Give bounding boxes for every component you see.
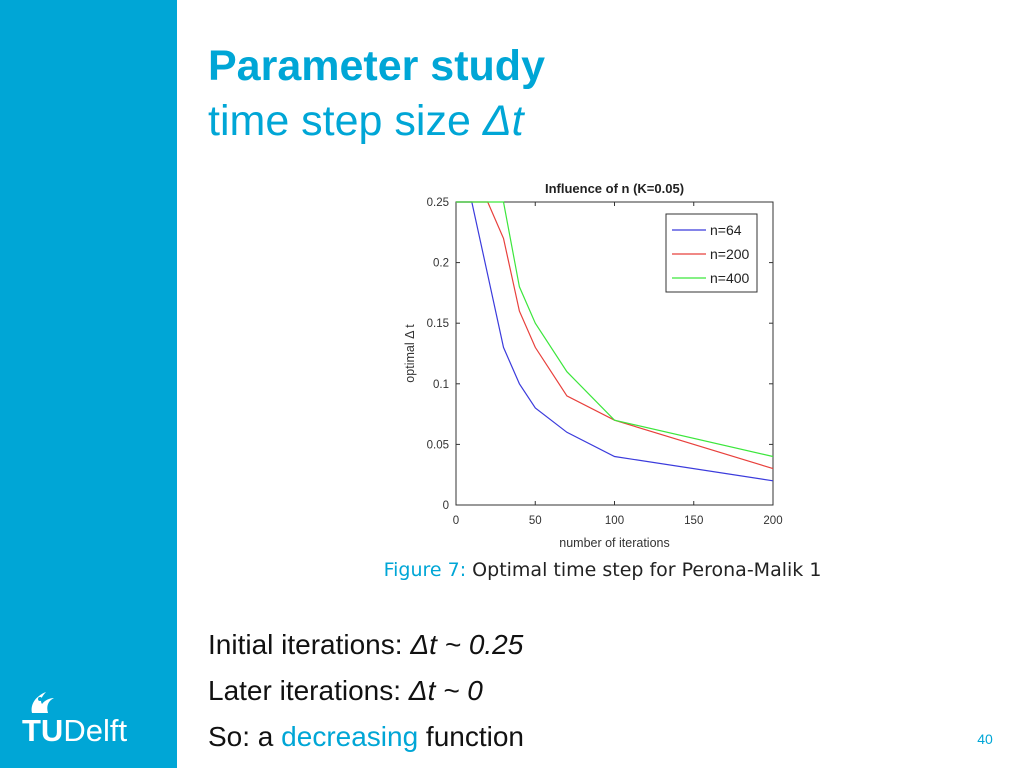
series-line-n64: [456, 201, 774, 482]
bullet-label: Later iterations:: [208, 675, 409, 706]
y-tick-label: 0.2: [433, 258, 449, 270]
legend-box: [665, 213, 758, 293]
y-tick-label: 0.05: [427, 439, 449, 451]
caption-text: Optimal time step for Perona-Malik 1: [472, 559, 822, 581]
tudelft-logo: TUDelft: [22, 690, 162, 750]
y-tick-label: 0: [443, 500, 449, 512]
bullet-symbol: Δt: [410, 629, 437, 660]
series-line-n400: [456, 201, 774, 458]
y-axis-label: optimal Δ t: [403, 324, 417, 383]
bullet-symbol: Δt: [408, 675, 436, 706]
x-tick-label: 100: [605, 515, 624, 527]
y-tick-label: 0.15: [427, 318, 449, 330]
y-tick-label: 0.25: [427, 197, 449, 209]
legend-label: n=200: [710, 246, 750, 262]
bullet-label: Initial iterations:: [208, 629, 411, 660]
sidebar: TUDelft: [0, 0, 177, 768]
legend-label: n=64: [710, 222, 742, 238]
figure-caption: Figure 7: Optimal time step for Perona-M…: [0, 559, 1024, 581]
bullet-line-conclusion: So: a decreasing function: [208, 714, 524, 760]
page-number: 40: [977, 731, 993, 747]
bullet-list: Initial iterations: Δt ~ 0.25 Later iter…: [208, 622, 524, 760]
legend-label: n=400: [710, 270, 750, 286]
x-tick-label: 0: [453, 515, 459, 527]
slide-title: Parameter study: [208, 42, 545, 90]
chart-title: Influence of n (K=0.05): [545, 181, 684, 196]
logo-tu: TU: [22, 713, 64, 748]
x-tick-label: 200: [763, 515, 782, 527]
bullet-line-later: Later iterations: Δt ~ 0: [208, 668, 524, 714]
x-tick-label: 50: [529, 515, 542, 527]
subtitle-prefix: time step size: [208, 97, 483, 145]
x-tick-label: 150: [684, 515, 703, 527]
bullet-value: ~ 0: [435, 675, 483, 706]
bullet-value: ~ 0.25: [436, 629, 524, 660]
line-chart: Influence of n (K=0.05) 0 50 100 150 200 0 0.05…: [403, 181, 783, 550]
y-tick-label: 0.1: [433, 379, 449, 391]
bullet-accent: decreasing: [281, 721, 419, 752]
subtitle-symbol: Δt: [482, 97, 524, 145]
logo-wordmark: TUDelft: [22, 714, 127, 748]
caption-label: Figure 7:: [383, 559, 467, 581]
flame-icon: [31, 692, 54, 713]
slide-subtitle: time step size Δt: [208, 97, 524, 145]
bullet-suffix: function: [418, 721, 525, 752]
x-axis-label: number of iterations: [559, 536, 669, 550]
logo-delft: Delft: [63, 713, 128, 748]
bullet-prefix: So: a: [208, 721, 282, 752]
bullet-line-initial: Initial iterations: Δt ~ 0.25: [208, 622, 524, 668]
